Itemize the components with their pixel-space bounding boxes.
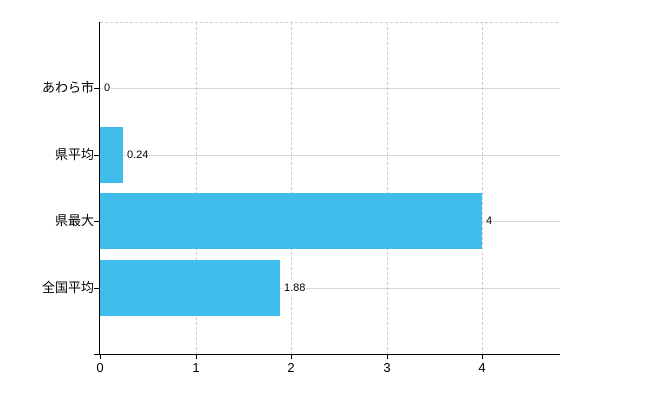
- value-label: 4: [485, 213, 494, 229]
- value-label: 1.88: [283, 280, 307, 296]
- x-tick-label: 0: [96, 360, 104, 375]
- x-tick: [196, 355, 197, 359]
- category-label: 全国平均: [41, 280, 94, 295]
- h-gridline: [100, 155, 560, 156]
- x-tick: [482, 355, 483, 359]
- category-label: 県平均: [54, 147, 94, 162]
- v-gridline: [196, 22, 197, 354]
- x-tick-label: 1: [192, 360, 200, 375]
- v-gridline: [387, 22, 388, 354]
- value-label: 0: [103, 80, 112, 96]
- bar: [100, 193, 482, 249]
- x-tick: [291, 355, 292, 359]
- y-axis-line: [99, 22, 100, 355]
- x-axis-line: [94, 354, 560, 355]
- bar: [100, 127, 123, 183]
- category-label: 県最大: [54, 213, 94, 228]
- category-tick: [94, 288, 100, 289]
- bar: [100, 260, 280, 316]
- plot-top-border: [100, 22, 560, 23]
- v-gridline: [482, 22, 483, 354]
- h-gridline: [100, 288, 560, 289]
- h-gridline: [100, 88, 560, 89]
- x-tick: [100, 355, 101, 359]
- x-tick-label: 4: [478, 360, 486, 375]
- category-tick: [94, 88, 100, 89]
- value-label: 0.24: [126, 147, 150, 163]
- x-tick-label: 3: [383, 360, 391, 375]
- x-tick-label: 2: [287, 360, 295, 375]
- category-label: あわら市: [41, 80, 94, 95]
- x-tick: [387, 355, 388, 359]
- v-gridline: [291, 22, 292, 354]
- category-tick: [94, 221, 100, 222]
- category-tick: [94, 155, 100, 156]
